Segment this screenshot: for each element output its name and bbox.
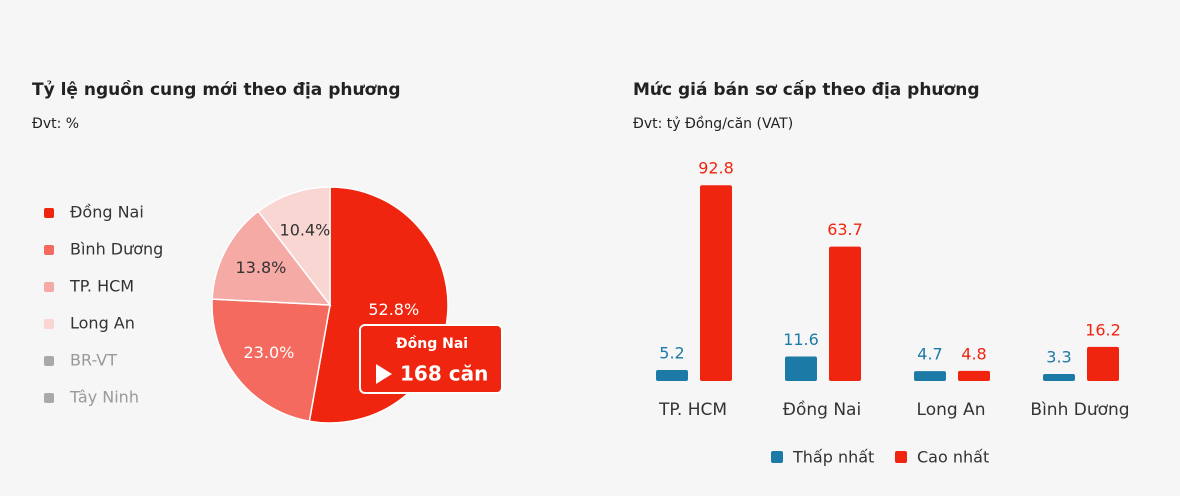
legend-label: Tây Ninh <box>69 388 139 407</box>
slice-label: 23.0% <box>244 343 295 362</box>
tooltip: Đồng Nai 168 căn <box>359 324 503 394</box>
bar <box>958 370 990 381</box>
legend-label: BR-VT <box>70 351 117 370</box>
legend-label: Long An <box>70 314 135 333</box>
value-label: 5.2 <box>659 344 684 363</box>
chart-subtitle: Đvt: tỷ Đồng/căn (VAT) <box>633 115 793 132</box>
legend-label: Đồng Nai <box>70 203 144 222</box>
value-label: 11.6 <box>783 330 819 349</box>
x-tick-label: Đồng Nai <box>783 399 861 420</box>
bar <box>656 370 688 381</box>
bar <box>1087 346 1119 381</box>
legend-label: TP. HCM <box>69 277 134 296</box>
pie-slice <box>257 186 331 308</box>
legend-swatch <box>895 451 907 463</box>
slice-label: 10.4% <box>280 221 331 240</box>
tooltip-arrow <box>376 364 392 384</box>
chart-subtitle: Đvt: % <box>32 116 79 132</box>
legend-label: Bình Dương <box>70 240 163 259</box>
legend-label: Cao nhất <box>917 448 989 467</box>
chart-title: Tỷ lệ nguồn cung mới theo địa phương <box>32 79 401 100</box>
value-label: 3.3 <box>1046 348 1071 367</box>
bar <box>1043 374 1075 381</box>
value-label: 63.7 <box>827 220 863 239</box>
bar <box>700 185 732 381</box>
bar <box>914 371 946 381</box>
legend-swatch <box>44 208 54 218</box>
tooltip-title: Đồng Nai <box>396 335 468 352</box>
legend-swatch <box>44 356 54 366</box>
legend-swatch <box>771 451 783 463</box>
bar <box>785 356 817 381</box>
x-tick-label: Long An <box>917 400 986 420</box>
pie-slice <box>211 298 331 423</box>
legend-swatch <box>44 393 54 403</box>
value-label: 16.2 <box>1085 320 1121 339</box>
legend-swatch <box>44 282 54 292</box>
value-label: 4.7 <box>917 345 942 364</box>
legend-swatch <box>44 245 54 255</box>
chart-title: Mức giá bán sơ cấp theo địa phương <box>633 79 979 100</box>
legend-swatch <box>44 319 54 329</box>
x-tick-label: Bình Dương <box>1030 400 1129 420</box>
x-tick-label: TP. HCM <box>658 400 727 420</box>
legend-label: Thấp nhất <box>792 448 874 467</box>
tooltip-box <box>359 324 503 394</box>
slice-label: 52.8% <box>368 300 419 319</box>
value-label: 4.8 <box>961 344 986 363</box>
bar <box>829 246 861 381</box>
pie-slice <box>211 210 332 306</box>
value-label: 92.8 <box>698 159 734 178</box>
tooltip-value: 168 căn <box>400 362 488 386</box>
slice-label: 13.8% <box>236 258 287 277</box>
